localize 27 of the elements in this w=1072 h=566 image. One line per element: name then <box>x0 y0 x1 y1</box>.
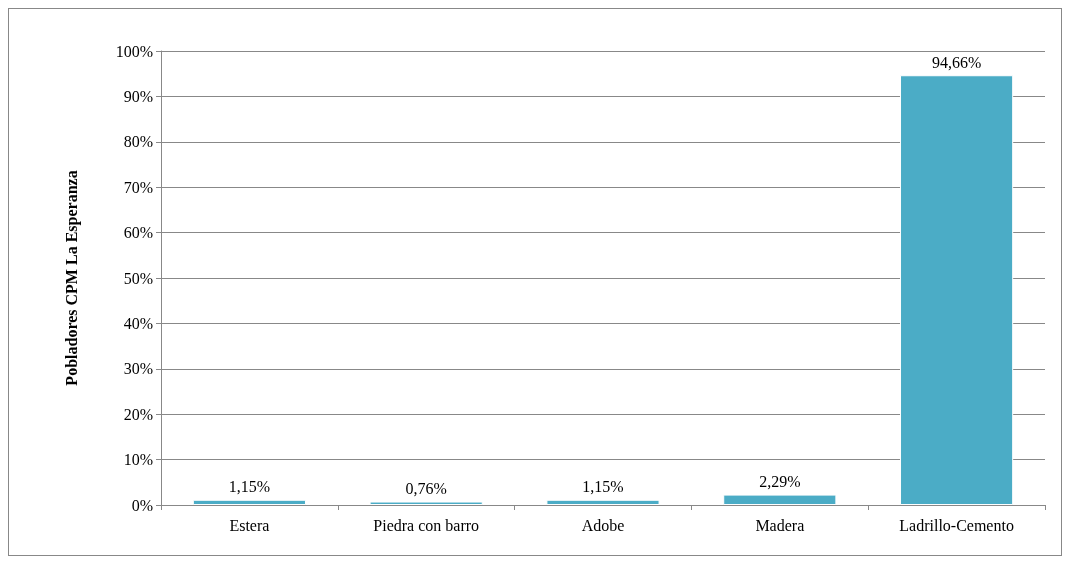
x-tick-label: Madera <box>755 516 805 534</box>
data-label: 0,76% <box>405 480 447 498</box>
bar <box>192 499 306 505</box>
y-tick-label: 40% <box>123 314 153 332</box>
y-tick-label: 20% <box>123 405 153 423</box>
x-tick-label: Adobe <box>581 516 625 534</box>
x-tick-label: Ladrillo-Cemento <box>899 516 1014 534</box>
y-tick-label: 60% <box>123 224 153 242</box>
bar <box>369 501 483 505</box>
y-axis-title: Pobladores CPM La Esperanza <box>62 170 81 386</box>
y-tick-label: 0% <box>131 496 153 514</box>
data-label: 1,15% <box>228 478 271 496</box>
y-tick-label: 10% <box>123 451 153 469</box>
bar <box>900 75 1014 505</box>
y-tick-label: 30% <box>123 360 153 378</box>
x-tick-label: Piedra con barro <box>373 516 480 534</box>
y-tick-label: 80% <box>123 133 153 151</box>
bar <box>723 494 837 505</box>
data-label: 2,29% <box>759 473 801 491</box>
data-label: 94,66% <box>931 53 982 71</box>
y-tick-label: 90% <box>123 87 153 105</box>
y-tick-label: 100% <box>115 42 153 60</box>
data-label: 1,15% <box>582 478 624 496</box>
bar <box>546 499 660 505</box>
y-tick-label: 70% <box>123 178 153 196</box>
y-tick-label: 50% <box>123 269 153 287</box>
x-tick-label: Estera <box>229 516 270 534</box>
